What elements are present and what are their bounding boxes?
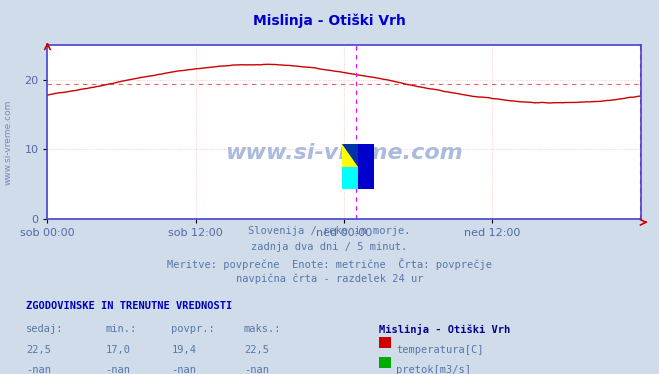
Text: www.si-vreme.com: www.si-vreme.com xyxy=(225,143,463,163)
Text: pretok[m3/s]: pretok[m3/s] xyxy=(396,365,471,374)
Text: sedaj:: sedaj: xyxy=(26,324,64,334)
Text: povpr.:: povpr.: xyxy=(171,324,215,334)
Text: -nan: -nan xyxy=(244,365,269,374)
Text: Mislinja - Otiški Vrh: Mislinja - Otiški Vrh xyxy=(253,13,406,28)
Text: -nan: -nan xyxy=(26,365,51,374)
Text: 22,5: 22,5 xyxy=(244,345,269,355)
Text: Mislinja - Otiški Vrh: Mislinja - Otiški Vrh xyxy=(379,324,510,335)
Text: navpična črta - razdelek 24 ur: navpična črta - razdelek 24 ur xyxy=(236,273,423,284)
Text: ZGODOVINSKE IN TRENUTNE VREDNOSTI: ZGODOVINSKE IN TRENUTNE VREDNOSTI xyxy=(26,301,233,311)
Text: -nan: -nan xyxy=(171,365,196,374)
Bar xyxy=(342,144,358,167)
Text: 19,4: 19,4 xyxy=(171,345,196,355)
Text: temperatura[C]: temperatura[C] xyxy=(396,345,484,355)
Polygon shape xyxy=(342,144,358,167)
Text: maks.:: maks.: xyxy=(244,324,281,334)
Text: Meritve: povprečne  Enote: metrične  Črta: povprečje: Meritve: povprečne Enote: metrične Črta:… xyxy=(167,258,492,270)
Text: www.si-vreme.com: www.si-vreme.com xyxy=(3,99,13,185)
Text: 17,0: 17,0 xyxy=(105,345,130,355)
Bar xyxy=(358,144,374,189)
Text: min.:: min.: xyxy=(105,324,136,334)
Bar xyxy=(342,167,358,189)
Text: 22,5: 22,5 xyxy=(26,345,51,355)
Text: Slovenija / reke in morje.: Slovenija / reke in morje. xyxy=(248,226,411,236)
Text: zadnja dva dni / 5 minut.: zadnja dva dni / 5 minut. xyxy=(251,242,408,252)
Text: -nan: -nan xyxy=(105,365,130,374)
